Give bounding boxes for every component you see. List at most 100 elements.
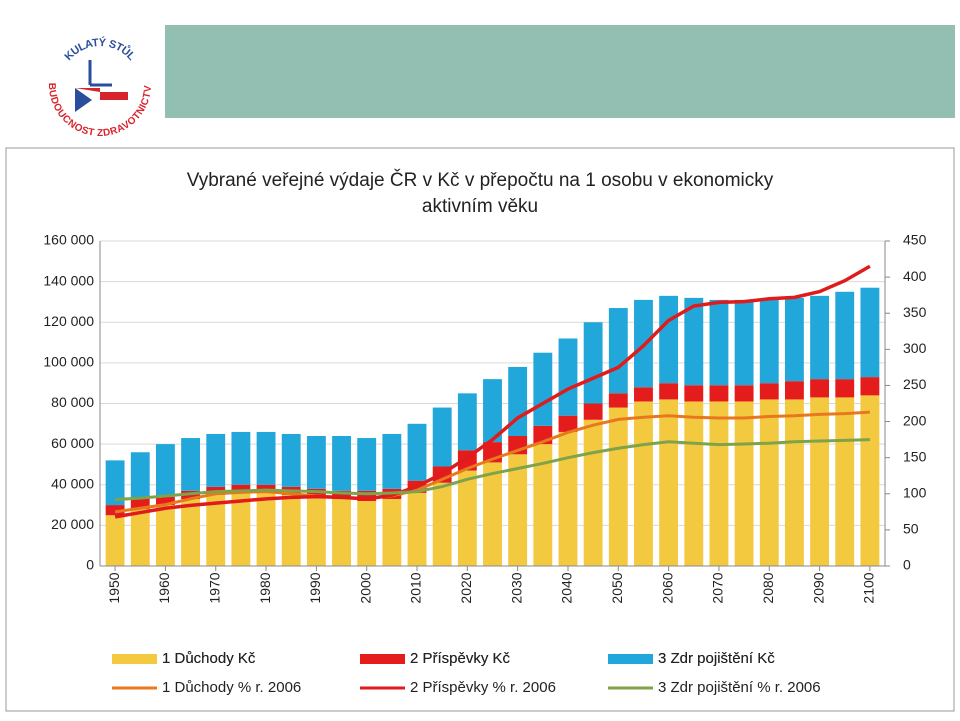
bar bbox=[155, 505, 175, 566]
bar bbox=[256, 431, 276, 485]
bar bbox=[181, 438, 201, 491]
bar bbox=[634, 387, 653, 402]
bar bbox=[306, 436, 326, 489]
x-tick-label: 2000 bbox=[357, 572, 373, 603]
bar bbox=[483, 462, 502, 566]
chart-title: aktivním věku bbox=[422, 196, 538, 217]
bar bbox=[306, 496, 326, 566]
legend-label: 3 Zdr pojištění Kč bbox=[658, 650, 775, 667]
bar bbox=[457, 470, 477, 566]
y2-tick-label: 200 bbox=[903, 412, 927, 428]
bar bbox=[332, 498, 351, 566]
legend-label: 1 Důchody Kč bbox=[162, 650, 256, 667]
legend-label: 2 Příspěvky Kč bbox=[410, 650, 511, 667]
bar bbox=[835, 291, 855, 380]
x-tick-label: 1960 bbox=[156, 572, 172, 603]
x-tick-label: 1970 bbox=[206, 572, 222, 603]
bar bbox=[583, 419, 603, 566]
bar bbox=[130, 509, 150, 566]
y-tick-label: 80 000 bbox=[51, 394, 94, 410]
x-tick-label: 1990 bbox=[307, 572, 323, 603]
legend-swatch bbox=[360, 654, 405, 664]
x-tick-label: 2090 bbox=[810, 572, 826, 603]
logo-text: KULATÝ STŮL bbox=[62, 36, 137, 63]
line bbox=[114, 264, 871, 519]
bar bbox=[281, 433, 301, 487]
bar bbox=[659, 295, 679, 384]
x-tick-label: 2040 bbox=[559, 572, 575, 603]
bar bbox=[155, 496, 175, 506]
y2-tick-label: 100 bbox=[903, 484, 927, 500]
bar bbox=[810, 379, 830, 398]
bar bbox=[860, 395, 880, 566]
legend-label: 2 Příspěvky Kč bbox=[410, 650, 511, 667]
bar bbox=[634, 401, 653, 566]
logo-text: KULATÝ STŮL bbox=[62, 36, 137, 63]
bar bbox=[533, 444, 553, 566]
bar bbox=[382, 498, 402, 566]
bar bbox=[835, 397, 855, 566]
bar bbox=[659, 399, 679, 566]
y-tick-label: 100 000 bbox=[43, 354, 94, 370]
bar bbox=[432, 407, 452, 467]
bar bbox=[860, 377, 880, 396]
bar bbox=[684, 297, 704, 386]
bar bbox=[608, 308, 628, 394]
bar bbox=[432, 482, 452, 566]
y-tick-label: 140 000 bbox=[43, 272, 94, 288]
y2-tick-label: 300 bbox=[903, 340, 927, 356]
bar bbox=[105, 515, 125, 566]
x-tick-label: 2010 bbox=[408, 572, 424, 603]
bar bbox=[684, 385, 704, 402]
bar bbox=[231, 431, 251, 485]
bar bbox=[558, 415, 578, 432]
bar bbox=[709, 299, 729, 386]
bar bbox=[659, 383, 679, 400]
bar bbox=[357, 438, 377, 491]
bar bbox=[155, 444, 175, 497]
bar bbox=[608, 407, 628, 566]
bar bbox=[810, 397, 830, 566]
y2-tick-label: 350 bbox=[903, 304, 927, 320]
bar bbox=[759, 299, 779, 384]
legend-swatch bbox=[112, 654, 157, 664]
bar bbox=[558, 338, 578, 416]
bar bbox=[508, 454, 528, 566]
x-tick-label: 2100 bbox=[861, 572, 877, 603]
logo-flag bbox=[75, 88, 92, 112]
header-band bbox=[165, 25, 955, 118]
x-tick-label: 2060 bbox=[659, 572, 675, 603]
x-tick-label: 2080 bbox=[760, 572, 776, 603]
bar bbox=[130, 452, 150, 499]
logo-cross bbox=[75, 88, 128, 100]
bar bbox=[483, 379, 502, 443]
bar bbox=[709, 401, 729, 566]
bar bbox=[206, 494, 226, 566]
y2-tick-label: 250 bbox=[903, 376, 927, 392]
x-tick-label: 2020 bbox=[458, 572, 474, 603]
bar bbox=[407, 423, 427, 481]
bar bbox=[784, 381, 804, 400]
bar bbox=[357, 490, 377, 501]
x-tick-label: 2070 bbox=[710, 572, 726, 603]
x-tick-label: 2050 bbox=[609, 572, 625, 603]
bar bbox=[332, 490, 351, 499]
y-tick-label: 0 bbox=[86, 557, 94, 573]
y2-tick-label: 400 bbox=[903, 268, 927, 284]
x-tick-label: 2030 bbox=[508, 572, 524, 603]
bar bbox=[583, 322, 603, 404]
y-tick-label: 40 000 bbox=[51, 475, 94, 491]
legend-label: 2 Příspěvky % r. 2006 bbox=[410, 679, 556, 696]
legend-swatch bbox=[608, 654, 653, 664]
bar bbox=[684, 401, 704, 566]
bar bbox=[784, 399, 804, 566]
bar bbox=[332, 436, 351, 491]
legend-label: 1 Důchody % r. 2006 bbox=[162, 679, 301, 696]
bar bbox=[734, 299, 754, 386]
y2-tick-label: 50 bbox=[903, 521, 919, 537]
bar bbox=[181, 498, 201, 566]
bar bbox=[357, 501, 377, 566]
x-tick-label: 1980 bbox=[257, 572, 273, 603]
bar bbox=[759, 399, 779, 566]
